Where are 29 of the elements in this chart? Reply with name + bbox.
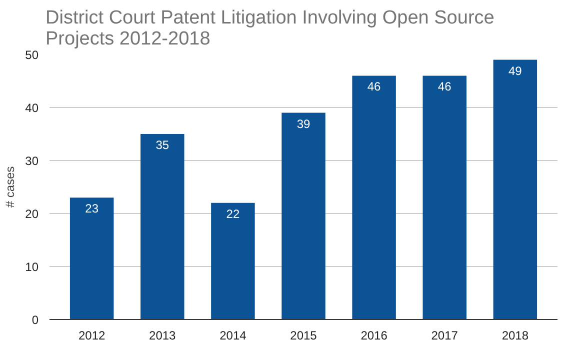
data-label: 23 <box>85 202 99 216</box>
y-tick-label: 30 <box>25 154 39 168</box>
data-label: 39 <box>296 116 310 131</box>
y-tick-label: 40 <box>25 101 39 115</box>
x-tick-label: 2015 <box>290 328 318 342</box>
x-tick-label: 2016 <box>360 328 388 342</box>
bar <box>422 76 466 320</box>
data-label: 49 <box>508 64 522 78</box>
data-label: 46 <box>367 80 382 94</box>
bar <box>211 202 255 320</box>
x-tick-label: 2013 <box>149 328 176 342</box>
y-tick-label: 10 <box>25 260 39 274</box>
bar <box>140 134 184 320</box>
bar <box>70 198 114 320</box>
x-tick-label: 2012 <box>78 328 106 342</box>
chart-title: District Court Patent Litigation Involving Open Source Projects 2012-2018 <box>46 8 494 50</box>
x-tick-label: 2018 <box>502 328 529 342</box>
data-label: 22 <box>226 206 240 221</box>
data-label: 46 <box>438 80 452 94</box>
bar <box>493 60 538 320</box>
y-tick-label: 20 <box>25 207 39 221</box>
data-label: 35 <box>156 138 170 152</box>
y-tick-label: 0 <box>32 313 39 327</box>
y-axis-title: # cases <box>3 166 18 208</box>
y-tick-label: 50 <box>25 48 39 62</box>
x-tick-label: 2017 <box>431 328 458 342</box>
x-tick-label: 2014 <box>220 328 247 342</box>
bar <box>352 76 396 320</box>
bar <box>282 112 326 320</box>
